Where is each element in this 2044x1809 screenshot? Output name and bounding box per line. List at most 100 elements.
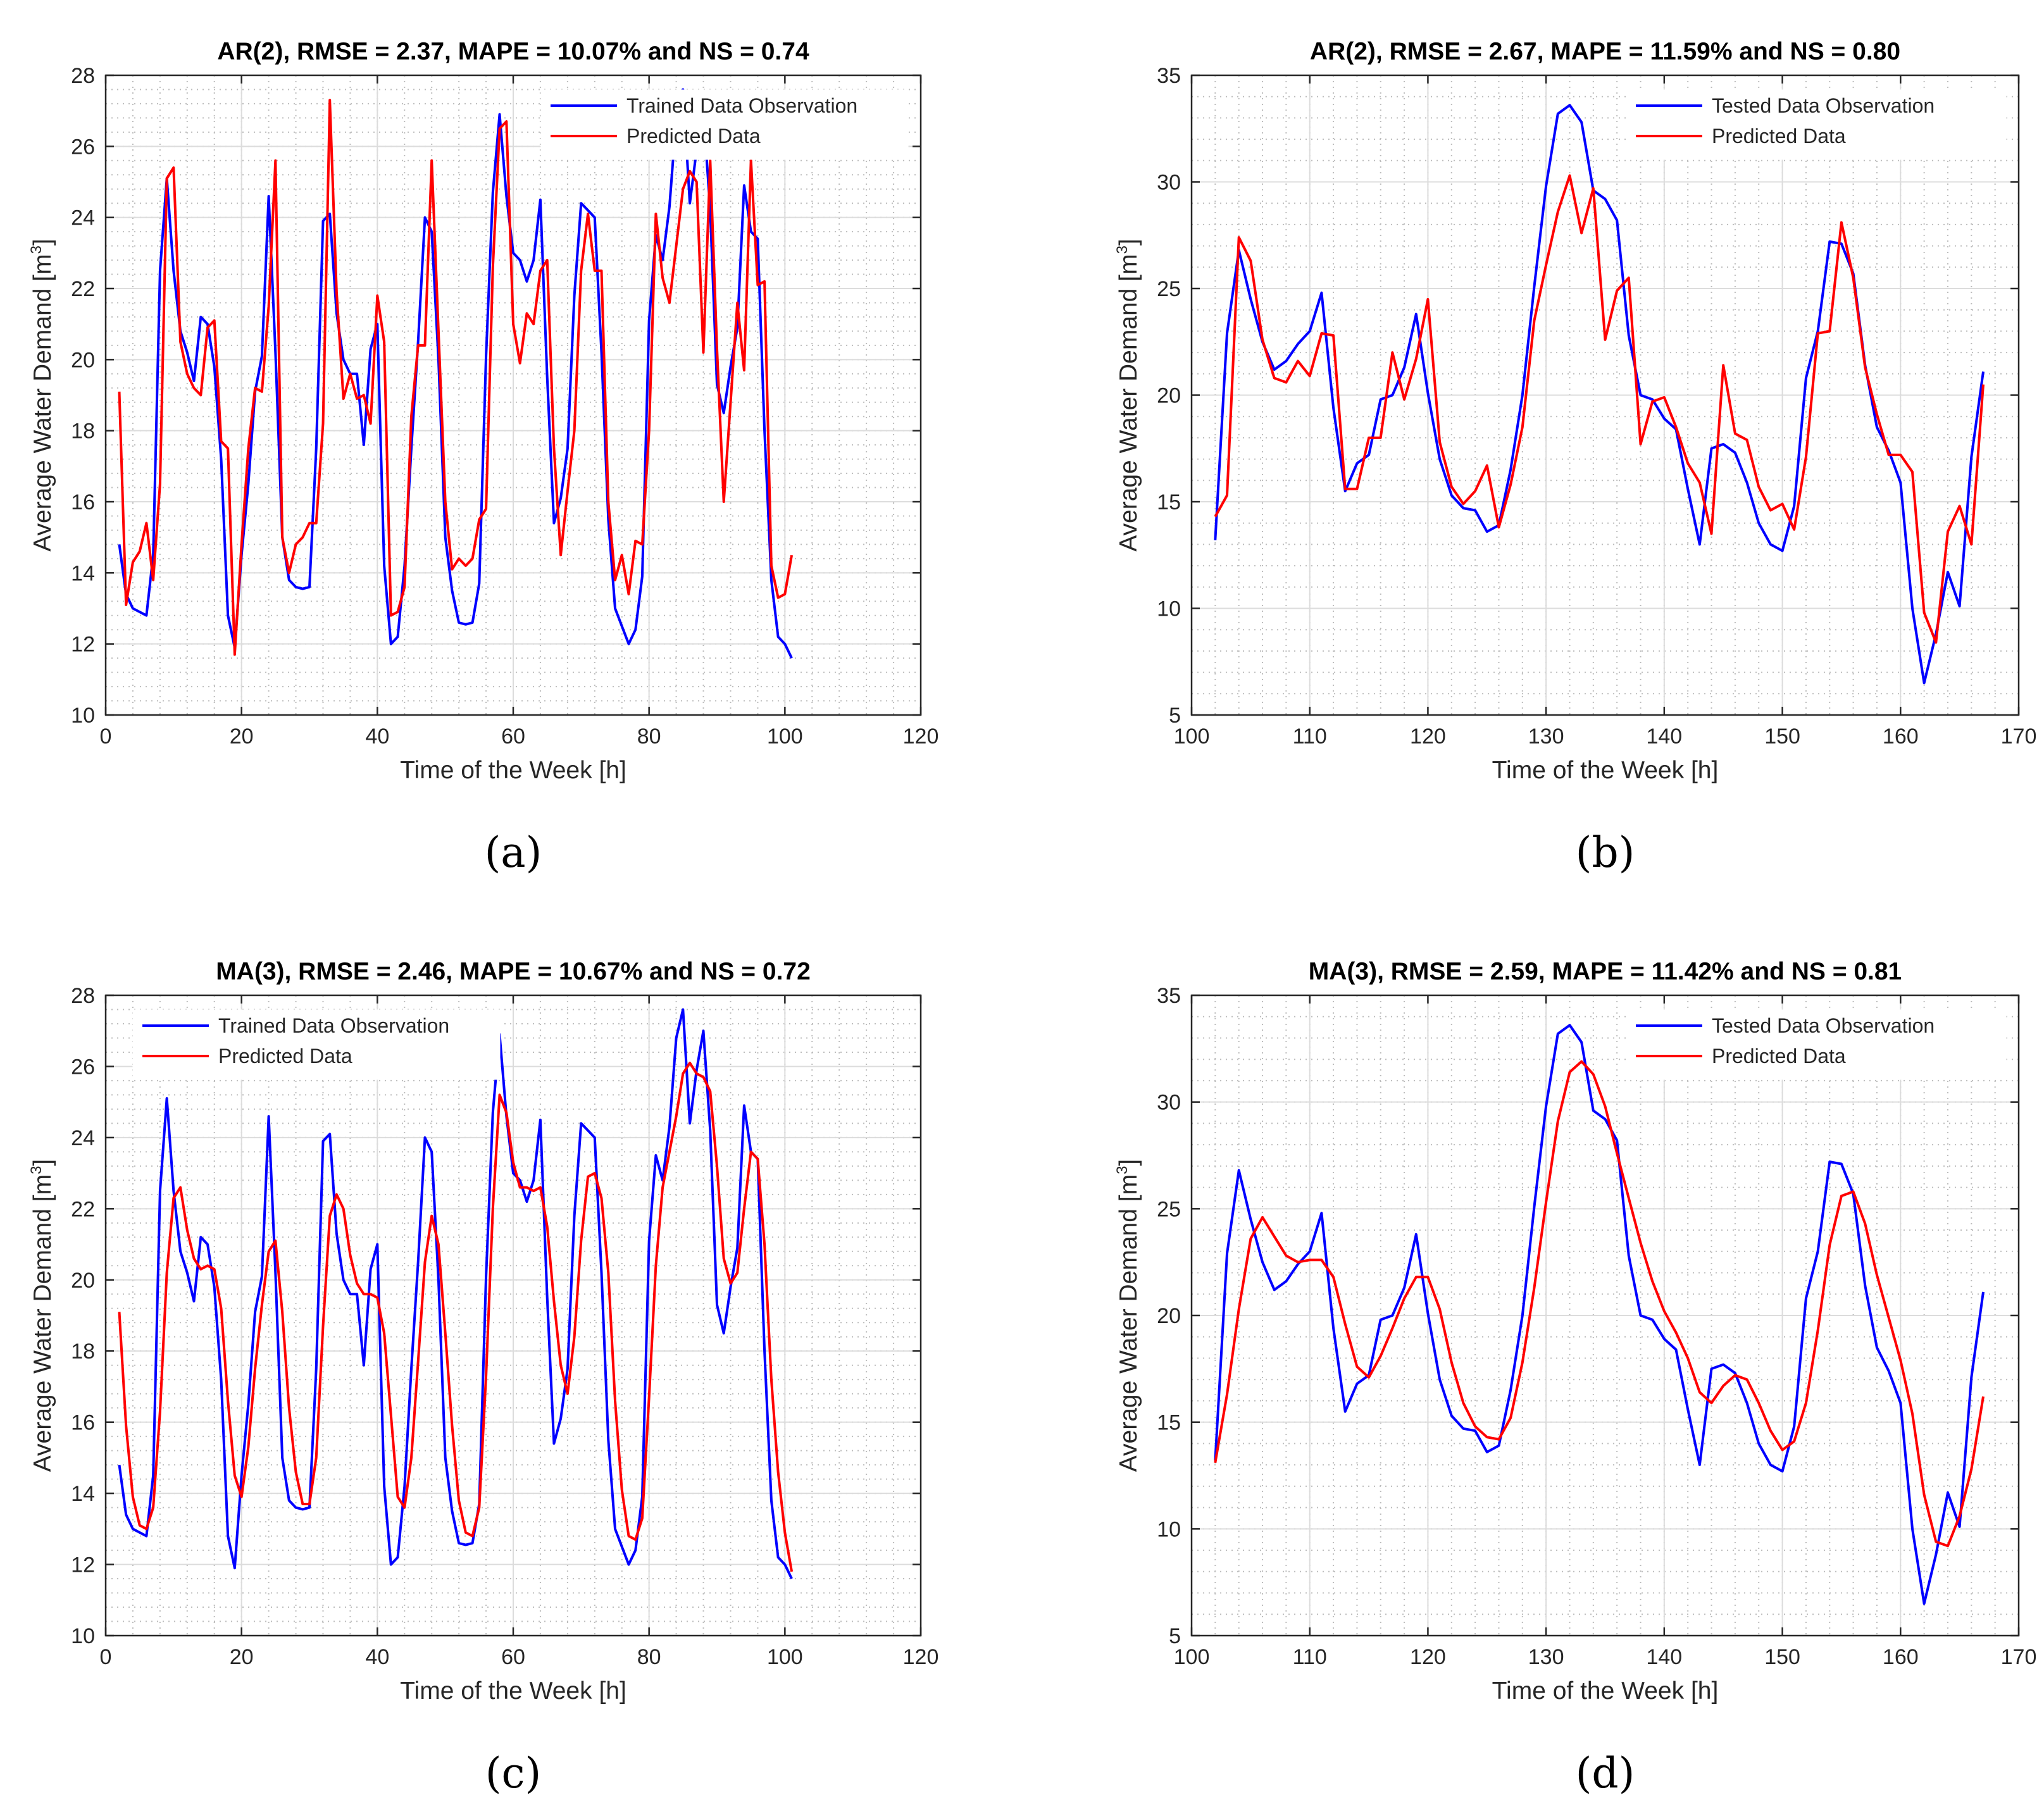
x-tick-label: 80 — [637, 1645, 661, 1669]
x-tick-label: 100 — [767, 1645, 803, 1669]
y-tick-label: 28 — [71, 64, 95, 88]
series-line-predicted — [118, 99, 794, 656]
y-tick-label: 16 — [71, 490, 95, 514]
y-tick-label: 12 — [71, 633, 95, 657]
panel-caption: (c) — [485, 1749, 541, 1798]
panel-d: 100 110 120 130 140 150 160 170 5 10 15 20 25 30 35 MA(… — [1114, 958, 2036, 1798]
x-tick-label: 110 — [1293, 724, 1327, 749]
legend-entry: Predicted Data — [1712, 1045, 1846, 1067]
y-tick-label: 20 — [1157, 1304, 1181, 1328]
series-line-predicted — [1214, 174, 1985, 644]
legend-entry: Predicted Data — [218, 1045, 352, 1067]
legend-box — [1626, 89, 2007, 160]
x-tick-label: 20 — [230, 724, 254, 749]
legend: Trained Data Observation Predicted Data — [132, 1009, 501, 1080]
legend-box — [1626, 1009, 2007, 1080]
panel-c: 0 20 40 60 80 100 120 10 12 14 16 18 20 22 24 26 28 MA(3)… — [28, 958, 938, 1798]
series-line-predicted — [118, 1061, 794, 1572]
legend-entry: Trained Data Observation — [626, 94, 857, 117]
y-tick-label: 26 — [71, 135, 95, 159]
y-tick-label: 10 — [1157, 1517, 1181, 1541]
y-axis-label: Average Water Demand [m3] — [1114, 239, 1142, 552]
y-tick-label: 10 — [1157, 597, 1181, 621]
y-tick-label: 25 — [1157, 1197, 1181, 1221]
y-tick-label: 10 — [71, 1624, 95, 1648]
x-tick-label: 20 — [230, 1645, 254, 1669]
panel-caption: (b) — [1576, 828, 1635, 877]
y-tick-label: 20 — [71, 1269, 95, 1293]
x-axis-label: Time of the Week [h] — [1492, 757, 1719, 784]
y-tick-label: 10 — [71, 704, 95, 728]
x-tick-label: 160 — [1883, 1645, 1919, 1669]
y-tick-label: 24 — [71, 1126, 95, 1150]
x-tick-label: 0 — [100, 1645, 112, 1669]
y-tick-label: 28 — [71, 984, 95, 1008]
x-tick-label: 160 — [1883, 724, 1919, 749]
y-tick-label: 20 — [71, 348, 95, 372]
y-axis-label: Average Water Demand [m3] — [28, 1159, 56, 1472]
y-tick-label: 15 — [1157, 1411, 1181, 1435]
x-tick-label: 120 — [903, 724, 939, 749]
x-tick-label: 120 — [1410, 724, 1446, 749]
y-tick-label: 14 — [71, 1482, 95, 1506]
y-tick-label: 22 — [71, 1197, 95, 1221]
y-tick-label: 14 — [71, 561, 95, 585]
x-tick-label: 40 — [365, 1645, 389, 1669]
y-tick-label: 35 — [1157, 64, 1181, 88]
chart-title: MA(3), RMSE = 2.46, MAPE = 10.67% and NS… — [216, 958, 811, 985]
x-tick-label: 60 — [501, 724, 525, 749]
x-axis-label: Time of the Week [h] — [1492, 1677, 1719, 1705]
x-tick-label: 150 — [1764, 1645, 1800, 1669]
panel-a: 0 20 40 60 80 100 120 10 12 14 16 18 20 22 24 26 28 AR(2)… — [28, 38, 938, 877]
y-tick-label: 12 — [71, 1553, 95, 1577]
x-tick-label: 150 — [1764, 724, 1800, 749]
series-line-observation — [118, 1008, 793, 1579]
y-tick-label: 20 — [1157, 384, 1181, 408]
panel-caption: (d) — [1576, 1749, 1635, 1798]
x-tick-label: 140 — [1646, 724, 1682, 749]
x-tick-label: 100 — [1174, 724, 1210, 749]
x-tick-label: 130 — [1528, 724, 1564, 749]
x-tick-label: 170 — [2001, 724, 2037, 749]
legend: Tested Data Observation Predicted Data — [1626, 89, 2007, 160]
x-axis-label: Time of the Week [h] — [400, 757, 626, 784]
y-tick-label: 5 — [1169, 704, 1181, 728]
series-line-predicted — [1214, 1060, 1985, 1548]
y-tick-label: 18 — [71, 1340, 95, 1364]
x-tick-label: 120 — [903, 1645, 939, 1669]
y-tick-label: 18 — [71, 420, 95, 444]
y-axis-label: Average Water Demand [m3] — [28, 239, 56, 552]
x-tick-label: 40 — [365, 724, 389, 749]
y-tick-label: 24 — [71, 206, 95, 230]
x-tick-label: 100 — [1174, 1645, 1210, 1669]
y-tick-label: 25 — [1157, 277, 1181, 301]
y-tick-label: 26 — [71, 1055, 95, 1079]
y-tick-label: 16 — [71, 1411, 95, 1435]
series-line-observation — [1214, 1024, 1985, 1605]
x-tick-label: 130 — [1528, 1645, 1564, 1669]
y-tick-label: 5 — [1169, 1624, 1181, 1648]
chart-title: AR(2), RMSE = 2.67, MAPE = 11.59% and NS… — [1310, 38, 1900, 65]
x-tick-label: 110 — [1293, 1645, 1327, 1669]
y-tick-label: 15 — [1157, 490, 1181, 514]
x-tick-label: 140 — [1646, 1645, 1682, 1669]
legend: Trained Data Observation Predicted Data — [540, 89, 909, 160]
y-tick-label: 30 — [1157, 171, 1181, 195]
legend-entry: Predicted Data — [626, 125, 761, 147]
x-tick-label: 0 — [100, 724, 112, 749]
grid — [1191, 75, 2019, 716]
legend-entry: Tested Data Observation — [1712, 94, 1935, 117]
y-tick-label: 35 — [1157, 984, 1181, 1008]
chart-title: MA(3), RMSE = 2.59, MAPE = 11.42% and NS… — [1309, 958, 1902, 985]
legend: Tested Data Observation Predicted Data — [1626, 1009, 2007, 1080]
x-tick-label: 100 — [767, 724, 803, 749]
x-tick-label: 60 — [501, 1645, 525, 1669]
x-axis-label: Time of the Week [h] — [400, 1677, 626, 1705]
y-tick-label: 30 — [1157, 1091, 1181, 1115]
legend-entry: Tested Data Observation — [1712, 1014, 1935, 1037]
x-tick-label: 80 — [637, 724, 661, 749]
panel-b: 100 110 120 130 140 150 160 170 5 10 15 20 25 30 35 AR(… — [1114, 38, 2036, 877]
legend-box — [132, 1009, 501, 1080]
y-tick-label: 22 — [71, 277, 95, 301]
